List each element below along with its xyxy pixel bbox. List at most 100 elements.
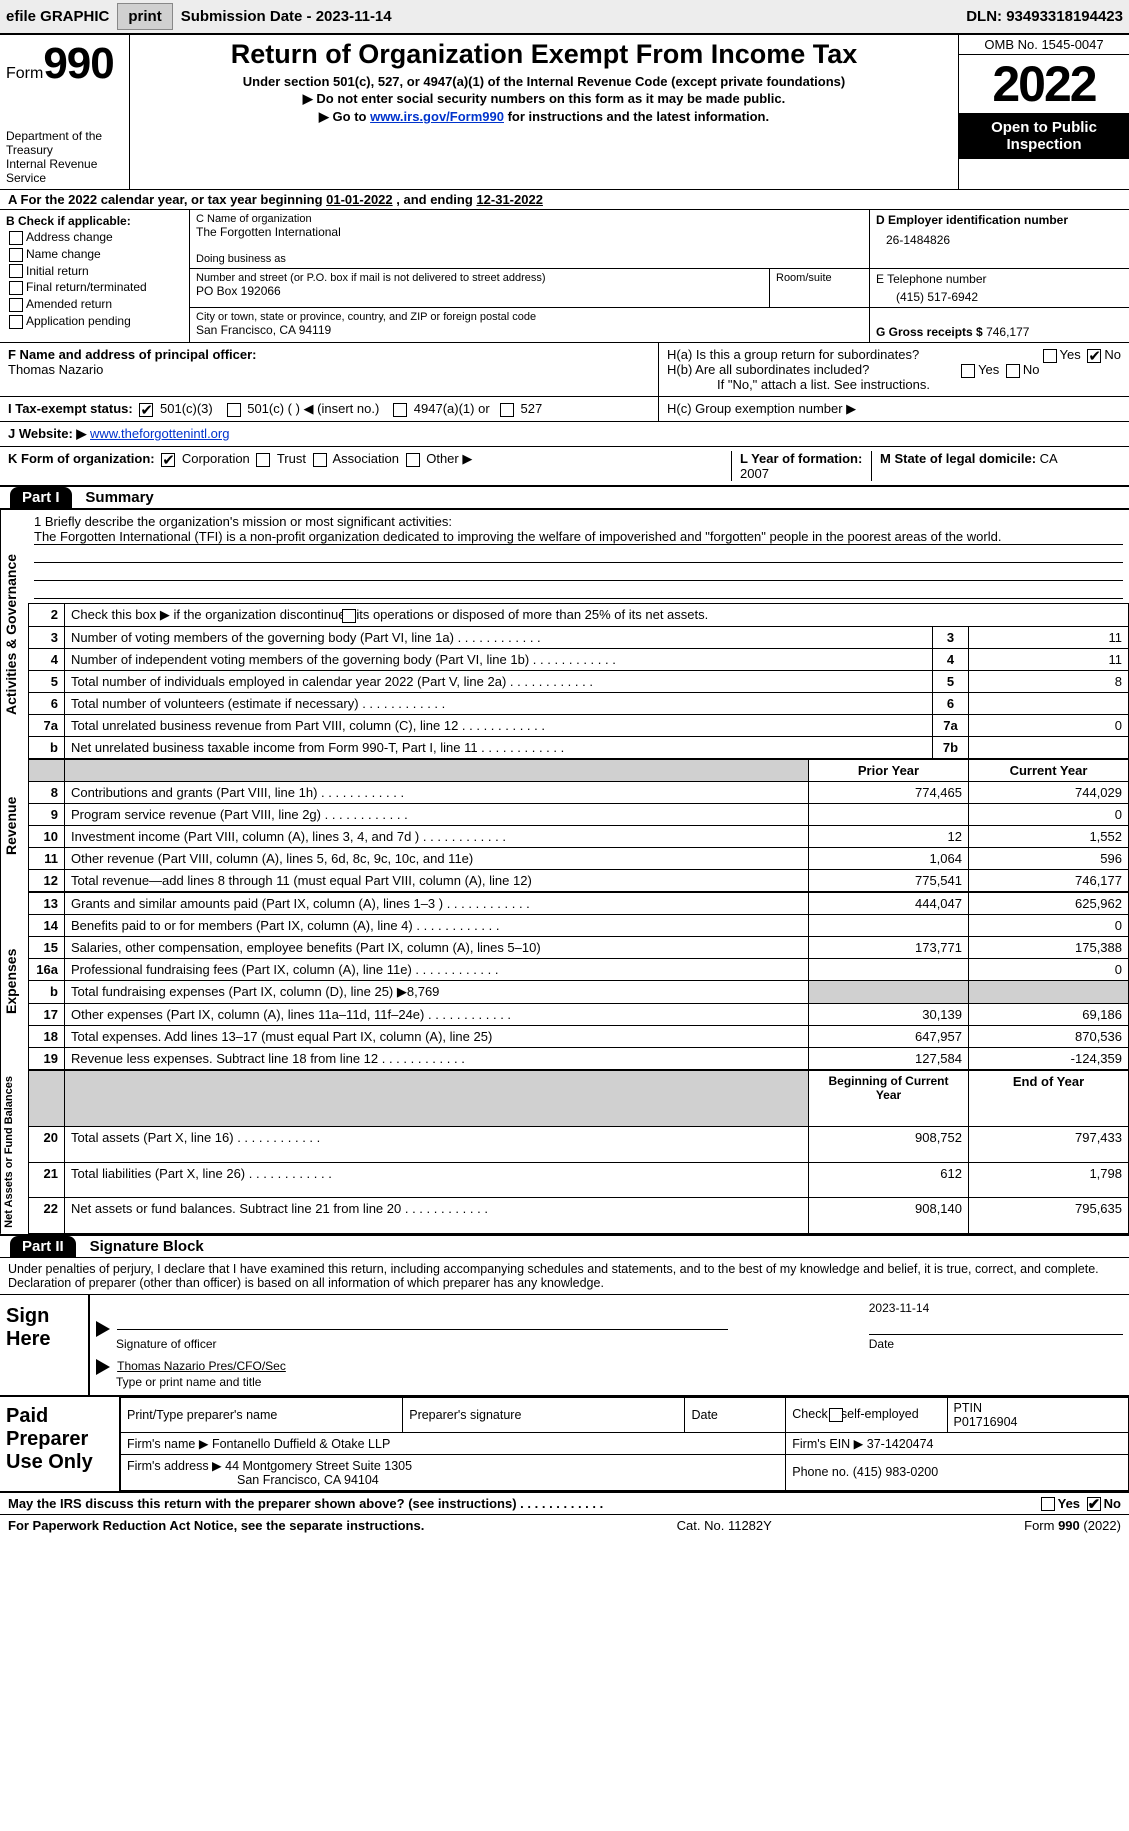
part2-label: Part II xyxy=(10,1236,76,1257)
gross-receipts: 746,177 xyxy=(986,325,1029,339)
self-employed-chk[interactable]: Check if self-employed xyxy=(786,1397,947,1432)
hb-note: If "No," attach a list. See instructions… xyxy=(667,377,1121,392)
subtitle: Under section 501(c), 527, or 4947(a)(1)… xyxy=(140,74,948,89)
expenses-table: 13Grants and similar amounts paid (Part … xyxy=(28,892,1129,1070)
chk-association[interactable] xyxy=(313,453,327,467)
dept-label: Department of the Treasury Internal Reve… xyxy=(6,129,123,185)
prep-sig-header: Preparer's signature xyxy=(403,1397,685,1432)
sign-here-label: Sign Here xyxy=(0,1295,90,1395)
address-value: PO Box 192066 xyxy=(196,284,763,298)
year-formation: L Year of formation: 2007 xyxy=(731,451,871,481)
col-b-checkboxes: B Check if applicable: Address change Na… xyxy=(0,210,190,342)
col-c: C Name of organization The Forgotten Int… xyxy=(190,210,1129,342)
chk-name-change[interactable]: Name change xyxy=(6,247,183,262)
firm-ein-cell: Firm's EIN ▶ 37-1420474 xyxy=(786,1432,1129,1454)
row-i: I Tax-exempt status: 501(c)(3) 501(c) ( … xyxy=(0,397,1129,422)
dln: DLN: 93493318194423 xyxy=(966,8,1123,25)
part1-label: Part I xyxy=(10,487,72,508)
sign-here-block: Sign Here Signature of officer 2023-11-1… xyxy=(0,1295,1129,1397)
subdate-label: Submission Date - 2023-11-14 xyxy=(181,8,392,25)
irs-link[interactable]: www.irs.gov/Form990 xyxy=(370,109,504,124)
sig-officer-label: Signature of officer xyxy=(96,1337,859,1351)
note-link: ▶ Go to www.irs.gov/Form990 for instruct… xyxy=(140,109,948,125)
chk-app-pending[interactable]: Application pending xyxy=(6,314,183,329)
print-button[interactable]: print xyxy=(117,3,172,30)
telephone-value: (415) 517-6942 xyxy=(876,286,1123,304)
form-ref: Form 990 (2022) xyxy=(1024,1518,1121,1533)
ptin-cell: PTINP01716904 xyxy=(947,1397,1128,1432)
org-name: The Forgotten International xyxy=(196,225,863,239)
summary-netassets: Net Assets or Fund Balances Beginning of… xyxy=(0,1070,1129,1236)
officer-name: Thomas Nazario xyxy=(8,362,650,377)
chk-final-return[interactable]: Final return/terminated xyxy=(6,280,183,295)
chk-other[interactable] xyxy=(406,453,420,467)
firm-addr-cell: Firm's address ▶ 44 Montgomery Street Su… xyxy=(121,1454,786,1490)
website-link[interactable]: www.theforgottenintl.org xyxy=(90,426,229,441)
col-d-tel: E Telephone number (415) 517-6942 xyxy=(869,269,1129,307)
mission-question: 1 Briefly describe the organization's mi… xyxy=(34,514,1123,529)
vtab-activities: Activities & Governance xyxy=(0,510,28,759)
hb-row: H(b) Are all subordinates included? Yes … xyxy=(667,362,1121,377)
row-j: J Website: ▶ www.theforgottenintl.org xyxy=(0,422,1129,447)
chk-trust[interactable] xyxy=(256,453,270,467)
col-d-ein: D Employer identification number 26-1484… xyxy=(869,210,1129,268)
org-name-cell: C Name of organization The Forgotten Int… xyxy=(190,210,869,268)
prep-name-header: Print/Type preparer's name xyxy=(121,1397,403,1432)
row-k: K Form of organization: Corporation Trus… xyxy=(0,447,1129,487)
vtab-revenue: Revenue xyxy=(0,759,28,892)
inspection-badge: Open to Public Inspection xyxy=(959,113,1129,159)
summary-ag: Activities & Governance 1 Briefly descri… xyxy=(0,509,1129,759)
sig-date-label: Date xyxy=(869,1337,1123,1351)
note-ssn: ▶ Do not enter social security numbers o… xyxy=(140,91,948,107)
efile-label: efile GRAPHIC xyxy=(6,8,109,25)
footer-row: For Paperwork Reduction Act Notice, see … xyxy=(0,1515,1129,1536)
chk-4947[interactable] xyxy=(393,403,407,417)
summary-expenses: Expenses 13Grants and similar amounts pa… xyxy=(0,892,1129,1070)
discuss-no[interactable] xyxy=(1087,1497,1101,1511)
vtab-expenses: Expenses xyxy=(0,892,28,1070)
arrow-icon xyxy=(96,1321,110,1337)
firm-name-cell: Firm's name ▶ Fontanello Duffield & Otak… xyxy=(121,1432,786,1454)
block-bcd: B Check if applicable: Address change Na… xyxy=(0,210,1129,343)
summary-table-ag: 2Check this box ▶ if the organization di… xyxy=(28,603,1129,759)
col-d-gross: G Gross receipts $ 746,177 xyxy=(869,308,1129,342)
part2-title: Signature Block xyxy=(80,1236,214,1257)
revenue-table: Prior YearCurrent Year 8Contributions an… xyxy=(28,759,1129,892)
netassets-table: Beginning of Current YearEnd of Year 20T… xyxy=(28,1070,1129,1234)
mission-block: 1 Briefly describe the organization's mi… xyxy=(28,510,1129,603)
state-domicile: M State of legal domicile: CA xyxy=(871,451,1121,481)
chk-501c[interactable] xyxy=(227,403,241,417)
officer-printed-name: Thomas Nazario Pres/CFO/Sec xyxy=(117,1359,286,1373)
discuss-row: May the IRS discuss this return with the… xyxy=(0,1493,1129,1516)
vtab-netassets: Net Assets or Fund Balances xyxy=(0,1070,28,1234)
top-bar: efile GRAPHIC print Submission Date - 20… xyxy=(0,0,1129,35)
col-h: H(a) Is this a group return for subordin… xyxy=(659,343,1129,396)
preparer-label: Paid Preparer Use Only xyxy=(0,1397,120,1491)
col-b-label: B Check if applicable: xyxy=(6,214,183,228)
chk-corporation[interactable] xyxy=(161,453,175,467)
ein-value: 26-1484826 xyxy=(876,227,1123,247)
prep-date-header: Date xyxy=(685,1397,786,1432)
chk-501c3[interactable] xyxy=(139,403,153,417)
tax-year: 2022 xyxy=(959,55,1129,113)
cat-number: Cat. No. 11282Y xyxy=(677,1518,772,1533)
header-left: Form990 Department of the Treasury Inter… xyxy=(0,35,130,189)
chk-initial-return[interactable]: Initial return xyxy=(6,264,183,279)
row-f-h: F Name and address of principal officer:… xyxy=(0,343,1129,397)
part1-title: Summary xyxy=(75,487,163,508)
form-title: Return of Organization Exempt From Incom… xyxy=(140,39,948,70)
ha-row: H(a) Is this a group return for subordin… xyxy=(667,347,1121,362)
header-mid: Return of Organization Exempt From Incom… xyxy=(130,35,959,189)
paid-preparer-block: Paid Preparer Use Only Print/Type prepar… xyxy=(0,1397,1129,1493)
mission-text: The Forgotten International (TFI) is a n… xyxy=(34,529,1123,545)
summary-revenue: Revenue Prior YearCurrent Year 8Contribu… xyxy=(0,759,1129,892)
discuss-yes[interactable] xyxy=(1041,1497,1055,1511)
chk-527[interactable] xyxy=(500,403,514,417)
arrow-icon xyxy=(96,1359,110,1375)
chk-address-change[interactable]: Address change xyxy=(6,230,183,245)
part2-header: Part II Signature Block xyxy=(0,1236,1129,1258)
chk-amended[interactable]: Amended return xyxy=(6,297,183,312)
part1-header: Part I Summary xyxy=(0,487,1129,509)
room-suite: Room/suite xyxy=(769,269,869,307)
sig-date: 2023-11-14 xyxy=(869,1301,1123,1315)
